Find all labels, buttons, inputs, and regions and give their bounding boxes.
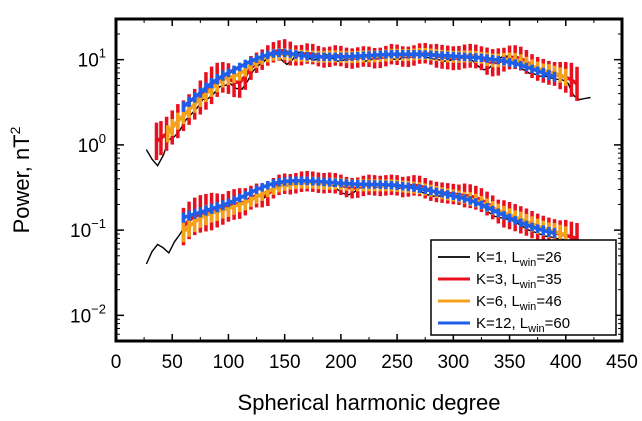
legend-label-prefix: K=6, L bbox=[476, 293, 520, 310]
y-tick-label-exponent: 1 bbox=[99, 46, 106, 61]
axis-tick-labels: 0 50 100 150 200 250 300 350 400 45010110010−110−… bbox=[70, 46, 638, 373]
legend-label-prefix: K=1, L bbox=[476, 249, 520, 266]
y-tick-label-exponent: −1 bbox=[91, 216, 106, 231]
y-tick-label-base: 10 bbox=[78, 51, 99, 72]
axis-ticks bbox=[115, 18, 623, 342]
x-tick-label: 200 bbox=[325, 352, 357, 373]
legend-label-prefix: K=12, L bbox=[476, 315, 528, 332]
legend-label-subscript: win bbox=[519, 257, 537, 269]
y-tick-label-base: 10 bbox=[70, 306, 91, 327]
legend-label-suffix: =60 bbox=[545, 315, 570, 332]
legend-label-suffix: =46 bbox=[536, 293, 561, 310]
series-4 bbox=[181, 48, 557, 239]
series-4-curve-1 bbox=[182, 51, 556, 109]
legend-entries: K=1, Lwin=26K=3, Lwin=35K=6, Lwin=46K=12… bbox=[438, 249, 570, 335]
y-tick-label-exponent: −2 bbox=[91, 301, 106, 316]
x-tick-label: 0 bbox=[111, 352, 122, 373]
x-tick-label: 100 bbox=[213, 352, 245, 373]
legend-label-2: K=3, Lwin=35 bbox=[476, 271, 562, 291]
y-tick-label: 10−1 bbox=[70, 216, 106, 242]
legend: K=1, Lwin=26K=3, Lwin=35K=6, Lwin=46K=12… bbox=[430, 239, 617, 336]
y-axis-label-text: Power, nT bbox=[9, 134, 34, 233]
x-axis-label: Spherical harmonic degree bbox=[238, 390, 501, 415]
y-tick-label: 10−2 bbox=[70, 301, 106, 327]
legend-label-subscript: win bbox=[519, 301, 537, 313]
legend-label-prefix: K=3, L bbox=[476, 271, 520, 288]
legend-label-suffix: =26 bbox=[536, 249, 561, 266]
y-axis-label-superscript: 2 bbox=[7, 126, 23, 134]
legend-label-suffix: =35 bbox=[536, 271, 561, 288]
x-tick-label: 400 bbox=[550, 352, 582, 373]
series-4-curve-2 bbox=[182, 178, 555, 235]
x-tick-label: 350 bbox=[494, 352, 526, 373]
y-tick-label-exponent: 0 bbox=[99, 131, 106, 146]
x-tick-label: 300 bbox=[437, 352, 469, 373]
legend-label-3: K=6, Lwin=46 bbox=[476, 293, 562, 313]
legend-label-subscript: win bbox=[519, 279, 537, 291]
legend-label-subscript: win bbox=[527, 323, 545, 335]
y-tick-label: 101 bbox=[78, 46, 106, 72]
x-tick-label: 450 bbox=[606, 352, 638, 373]
legend-label-4: K=12, Lwin=60 bbox=[476, 315, 570, 335]
y-tick-label-base: 10 bbox=[78, 136, 99, 157]
y-tick-label-base: 10 bbox=[70, 221, 91, 242]
x-tick-label: 50 bbox=[162, 352, 183, 373]
x-tick-label: 250 bbox=[381, 352, 413, 373]
legend-box bbox=[430, 239, 617, 336]
legend-label-1: K=1, Lwin=26 bbox=[476, 249, 562, 269]
series-layer bbox=[145, 39, 591, 265]
x-tick-label: 150 bbox=[269, 352, 301, 373]
y-tick-label: 100 bbox=[78, 131, 106, 157]
y-axis-label: Power, nT2 bbox=[7, 126, 34, 233]
